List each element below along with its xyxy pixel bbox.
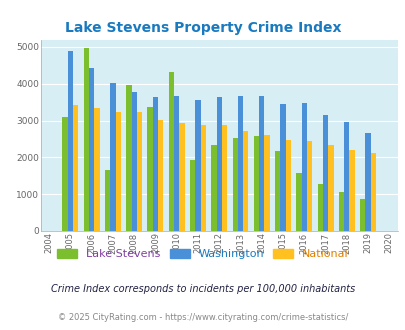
Bar bbox=[94, 109, 99, 231]
Bar bbox=[126, 85, 131, 231]
Bar bbox=[216, 97, 222, 231]
Bar bbox=[68, 51, 73, 231]
Bar bbox=[306, 141, 311, 231]
Bar bbox=[359, 199, 364, 231]
Bar bbox=[338, 192, 343, 231]
Bar bbox=[131, 92, 136, 231]
Bar bbox=[158, 120, 163, 231]
Bar bbox=[327, 145, 333, 231]
Bar bbox=[301, 103, 306, 231]
Bar bbox=[296, 173, 301, 231]
Bar bbox=[62, 117, 68, 231]
Bar bbox=[258, 96, 264, 231]
Bar bbox=[280, 104, 285, 231]
Bar bbox=[222, 125, 227, 231]
Bar bbox=[179, 123, 184, 231]
Bar bbox=[343, 122, 349, 231]
Bar bbox=[168, 72, 174, 231]
Bar bbox=[115, 112, 121, 231]
Bar bbox=[110, 83, 115, 231]
Bar bbox=[190, 160, 195, 231]
Bar bbox=[370, 152, 375, 231]
Bar bbox=[232, 138, 237, 231]
Bar bbox=[285, 140, 290, 231]
Text: Lake Stevens Property Crime Index: Lake Stevens Property Crime Index bbox=[64, 21, 341, 35]
Bar bbox=[253, 136, 258, 231]
Bar bbox=[89, 68, 94, 231]
Bar bbox=[152, 97, 158, 231]
Bar bbox=[147, 107, 152, 231]
Bar bbox=[364, 133, 370, 231]
Bar bbox=[136, 113, 142, 231]
Legend: Lake Stevens, Washington, National: Lake Stevens, Washington, National bbox=[53, 244, 352, 263]
Text: Crime Index corresponds to incidents per 100,000 inhabitants: Crime Index corresponds to incidents per… bbox=[51, 284, 354, 294]
Bar bbox=[104, 170, 110, 231]
Bar bbox=[274, 151, 280, 231]
Bar bbox=[83, 48, 89, 231]
Bar bbox=[73, 105, 78, 231]
Bar bbox=[349, 150, 354, 231]
Bar bbox=[195, 100, 200, 231]
Bar bbox=[237, 96, 243, 231]
Bar bbox=[243, 131, 248, 231]
Bar bbox=[264, 135, 269, 231]
Bar bbox=[211, 145, 216, 231]
Bar bbox=[322, 115, 327, 231]
Bar bbox=[174, 96, 179, 231]
Bar bbox=[317, 183, 322, 231]
Text: © 2025 CityRating.com - https://www.cityrating.com/crime-statistics/: © 2025 CityRating.com - https://www.city… bbox=[58, 313, 347, 322]
Bar bbox=[200, 125, 205, 231]
